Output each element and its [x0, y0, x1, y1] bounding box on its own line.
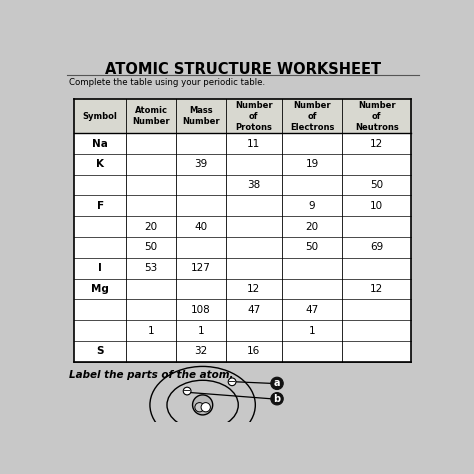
Text: 50: 50 [145, 243, 158, 253]
Text: 50: 50 [305, 243, 319, 253]
Text: 20: 20 [305, 222, 319, 232]
Text: Symbol: Symbol [82, 112, 118, 121]
Circle shape [271, 377, 283, 390]
Text: 12: 12 [370, 138, 383, 148]
Text: K: K [96, 159, 104, 169]
Text: 47: 47 [305, 305, 319, 315]
Text: Label the parts of the atom.: Label the parts of the atom. [69, 370, 233, 380]
Circle shape [201, 402, 210, 412]
Text: 69: 69 [370, 243, 383, 253]
Text: 16: 16 [247, 346, 260, 356]
Text: Number
of
Electrons: Number of Electrons [290, 100, 334, 132]
Text: 12: 12 [370, 284, 383, 294]
Text: Complete the table using your periodic table.: Complete the table using your periodic t… [69, 78, 264, 87]
Text: 1: 1 [198, 326, 204, 336]
Text: 40: 40 [194, 222, 208, 232]
Text: Number
of
Protons: Number of Protons [235, 100, 273, 132]
Text: Mg: Mg [91, 284, 109, 294]
Circle shape [192, 395, 213, 415]
Text: 1: 1 [148, 326, 155, 336]
Circle shape [195, 402, 204, 412]
Circle shape [183, 387, 191, 395]
Text: Number
of
Neutrons: Number of Neutrons [355, 100, 399, 132]
Text: 1: 1 [309, 326, 315, 336]
Text: ATOMIC STRUCTURE WORKSHEET: ATOMIC STRUCTURE WORKSHEET [105, 62, 381, 77]
Bar [74, 99, 411, 362]
Text: 127: 127 [191, 263, 211, 273]
Text: 19: 19 [305, 159, 319, 169]
Text: 11: 11 [247, 138, 260, 148]
Text: F: F [97, 201, 104, 211]
Text: 39: 39 [194, 159, 208, 169]
Text: Atomic
Number: Atomic Number [132, 106, 170, 126]
Text: 47: 47 [247, 305, 260, 315]
Text: 108: 108 [191, 305, 211, 315]
Text: I: I [98, 263, 102, 273]
Text: 10: 10 [370, 201, 383, 211]
Text: 38: 38 [247, 180, 260, 190]
Text: −: − [183, 386, 191, 396]
Text: 20: 20 [145, 222, 158, 232]
Text: S: S [96, 346, 104, 356]
Text: 50: 50 [370, 180, 383, 190]
Text: b: b [273, 394, 281, 404]
Text: −: − [228, 377, 236, 387]
Text: 53: 53 [145, 263, 158, 273]
Text: 12: 12 [247, 284, 260, 294]
Circle shape [228, 378, 236, 386]
Text: 9: 9 [309, 201, 315, 211]
Text: Na: Na [92, 138, 108, 148]
Text: Mass
Number: Mass Number [182, 106, 220, 126]
Text: 32: 32 [194, 346, 208, 356]
Text: a: a [274, 378, 280, 388]
Circle shape [271, 392, 283, 405]
Bar [74, 99, 411, 133]
